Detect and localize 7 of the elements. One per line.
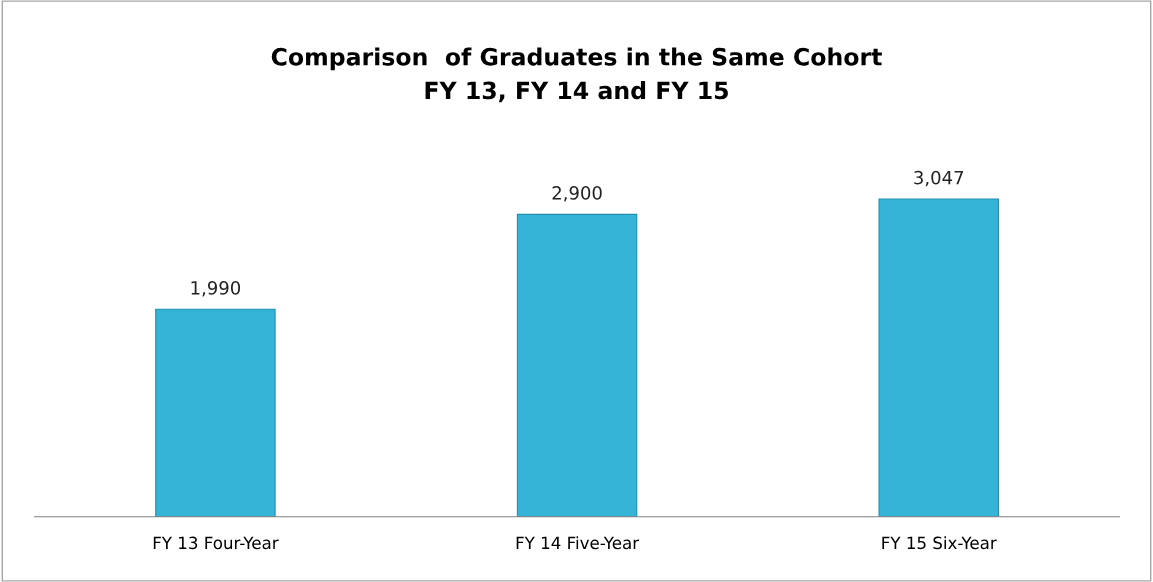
x-tick-label: FY 15 Six-Year: [882, 536, 997, 550]
x-tick-label: FY 14 Five-Year: [516, 536, 640, 550]
data-label: 2,900: [552, 186, 602, 202]
x-tick-label: FY 13 Four-Year: [153, 536, 279, 550]
data-label: 1,990: [191, 281, 241, 297]
data-label: 3,047: [914, 170, 964, 187]
chart-title: Comparison of Graduates in the Same Cohort FY 13, FY 14 and FY 15: [271, 47, 882, 103]
